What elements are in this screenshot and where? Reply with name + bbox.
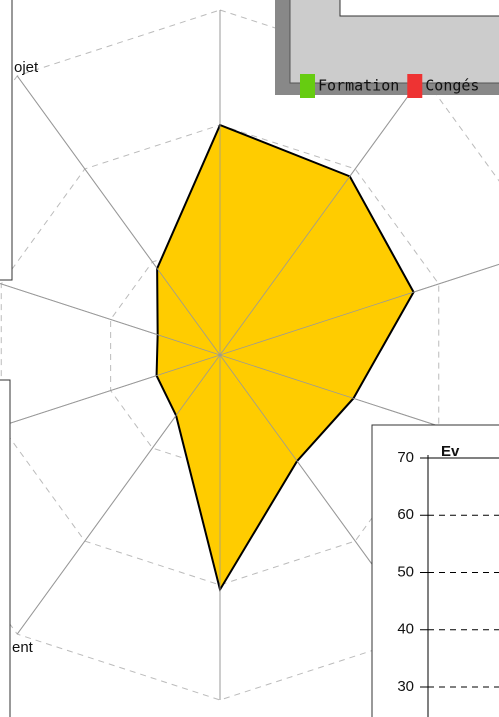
spoke — [0, 283, 221, 356]
left-panel-bottom — [0, 379, 11, 717]
axis-label: ent — [12, 639, 34, 656]
legend-swatch — [407, 74, 423, 98]
grid-ring — [0, 124, 440, 586]
y-tick-label: 70 — [397, 449, 414, 466]
legend-swatch — [300, 74, 315, 98]
spoke — [219, 263, 499, 356]
spoke — [16, 75, 221, 356]
y-tick-label: 40 — [397, 621, 414, 638]
y-tick-label: 50 — [397, 563, 414, 580]
axis-label: ojet — [14, 59, 39, 76]
y-tick-label: 30 — [397, 678, 414, 695]
top-panel — [275, 0, 499, 95]
radar-chart — [0, 9, 499, 701]
legend-label: Congés — [425, 77, 479, 95]
chart-frame — [371, 424, 499, 717]
spoke — [16, 354, 221, 635]
spoke — [219, 75, 424, 356]
panel-inner — [339, 0, 499, 17]
legend: Formation Congés — [300, 74, 479, 98]
legend-label: Formation — [318, 77, 399, 95]
evolution-chart: Ev 70 60 50 40 30 — [371, 424, 499, 717]
left-panel-top — [0, 0, 13, 281]
spoke — [0, 354, 221, 427]
chart-title: Ev — [441, 443, 460, 460]
y-tick-label: 60 — [397, 506, 414, 523]
